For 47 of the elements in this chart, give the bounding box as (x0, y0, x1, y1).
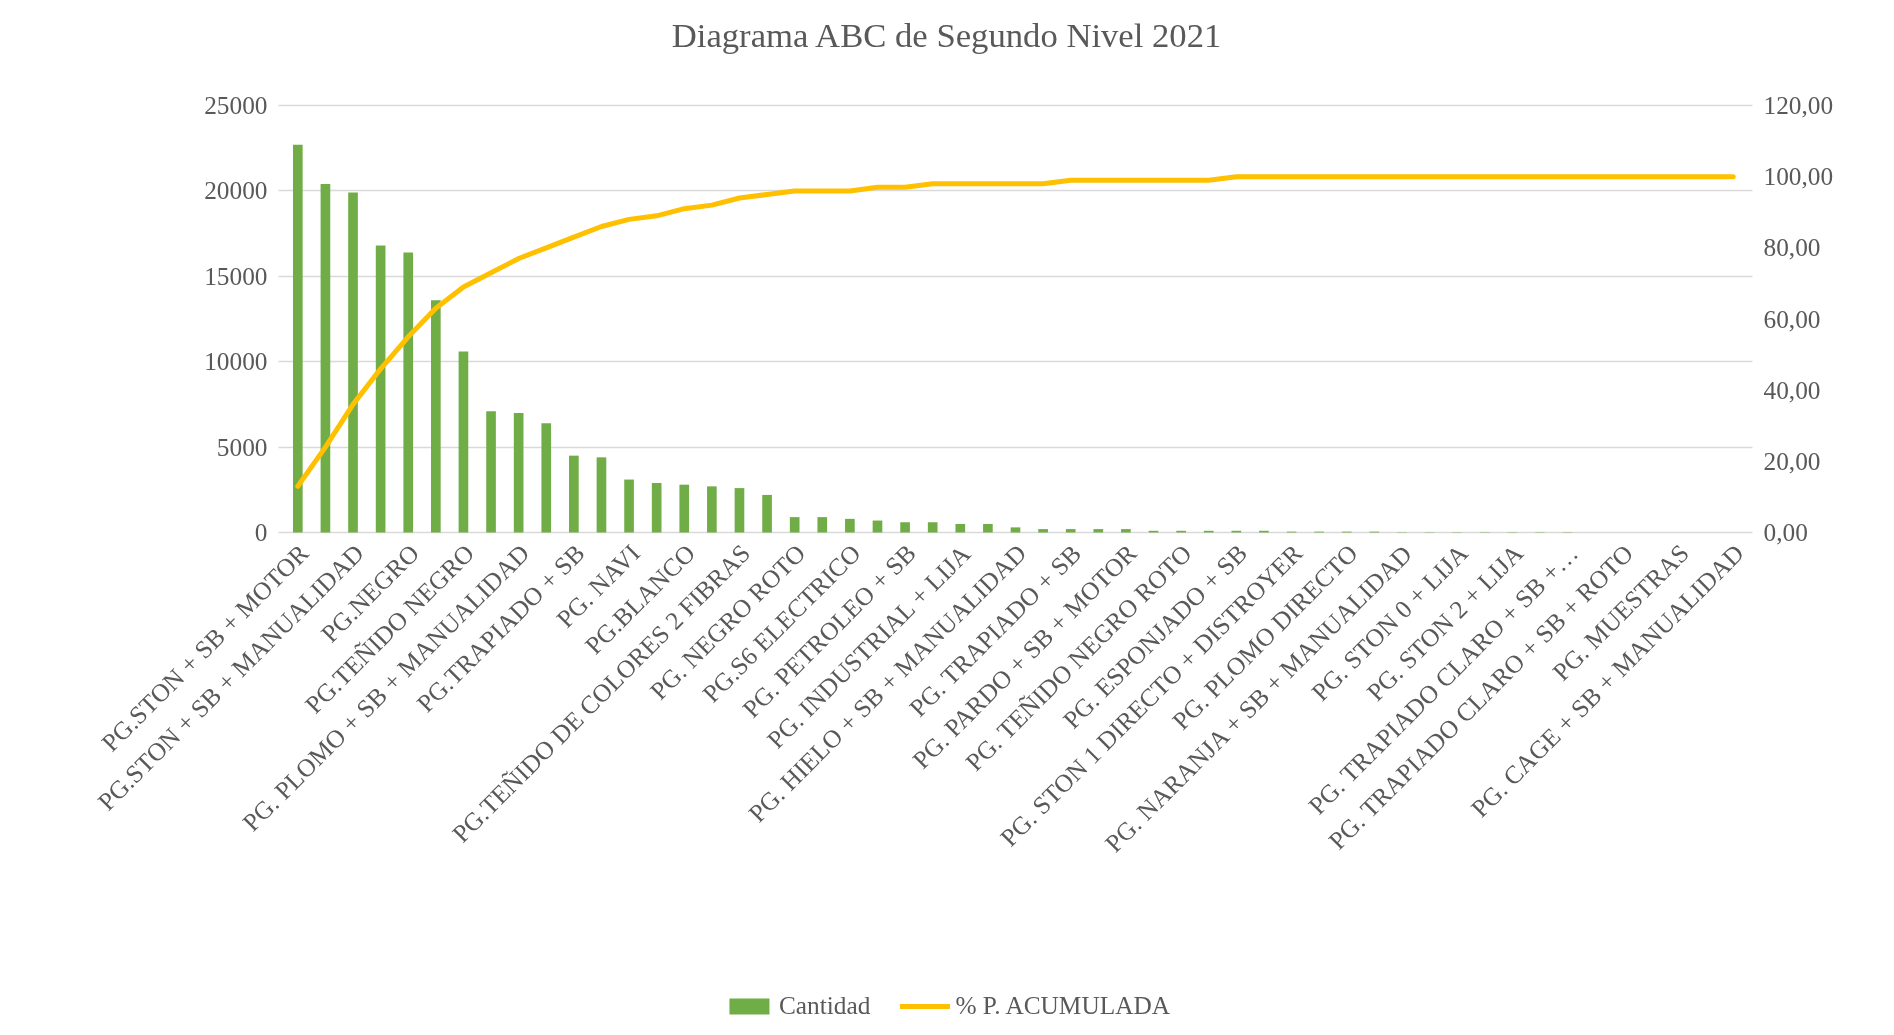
bar (789, 517, 800, 533)
y2-tick-label: 20,00 (1763, 446, 1821, 475)
bar (983, 523, 993, 533)
y2-tick-label: 120,00 (1763, 91, 1834, 119)
bar (403, 252, 414, 533)
bar (596, 457, 607, 533)
bar (845, 518, 855, 533)
bar (569, 455, 579, 533)
y-tick-label: 0 (254, 518, 268, 546)
chart-title: Diagrama ABC de Segundo Nivel 2021 (671, 15, 1222, 54)
bar (762, 494, 772, 533)
bar (292, 144, 303, 533)
y2-tick-label: 0,00 (1763, 518, 1808, 546)
bar (679, 484, 690, 533)
bar (513, 412, 524, 533)
y-tick-label: 5000 (216, 432, 268, 461)
y-tick-label: 20000 (204, 176, 268, 205)
bar (348, 192, 358, 533)
bar (817, 517, 828, 533)
legend-label: Cantidad (778, 991, 871, 1020)
y2-tick-label: 60,00 (1763, 304, 1821, 333)
bar (541, 423, 552, 533)
bar (872, 520, 883, 533)
bar (431, 300, 441, 533)
bar (651, 482, 662, 533)
bar (955, 523, 966, 533)
bar (1065, 529, 1076, 533)
bar (624, 479, 634, 533)
bar (734, 488, 745, 533)
y-tick-label: 25000 (204, 91, 268, 119)
bar (375, 245, 386, 533)
bar (1121, 529, 1131, 533)
bar (1010, 527, 1021, 533)
bar (1038, 529, 1048, 533)
bar (900, 522, 910, 533)
bar (320, 184, 331, 533)
y2-tick-label: 100,00 (1763, 162, 1834, 191)
bar (458, 351, 469, 533)
bar (707, 486, 717, 533)
bar (1093, 529, 1104, 533)
y-tick-label: 15000 (204, 261, 268, 290)
bar (486, 411, 496, 533)
y-tick-label: 10000 (204, 347, 268, 376)
legend-label: % P. ACUMULADA (955, 991, 1171, 1020)
bar (927, 522, 938, 533)
y2-tick-label: 40,00 (1763, 375, 1821, 404)
y2-tick-label: 80,00 (1763, 233, 1821, 262)
